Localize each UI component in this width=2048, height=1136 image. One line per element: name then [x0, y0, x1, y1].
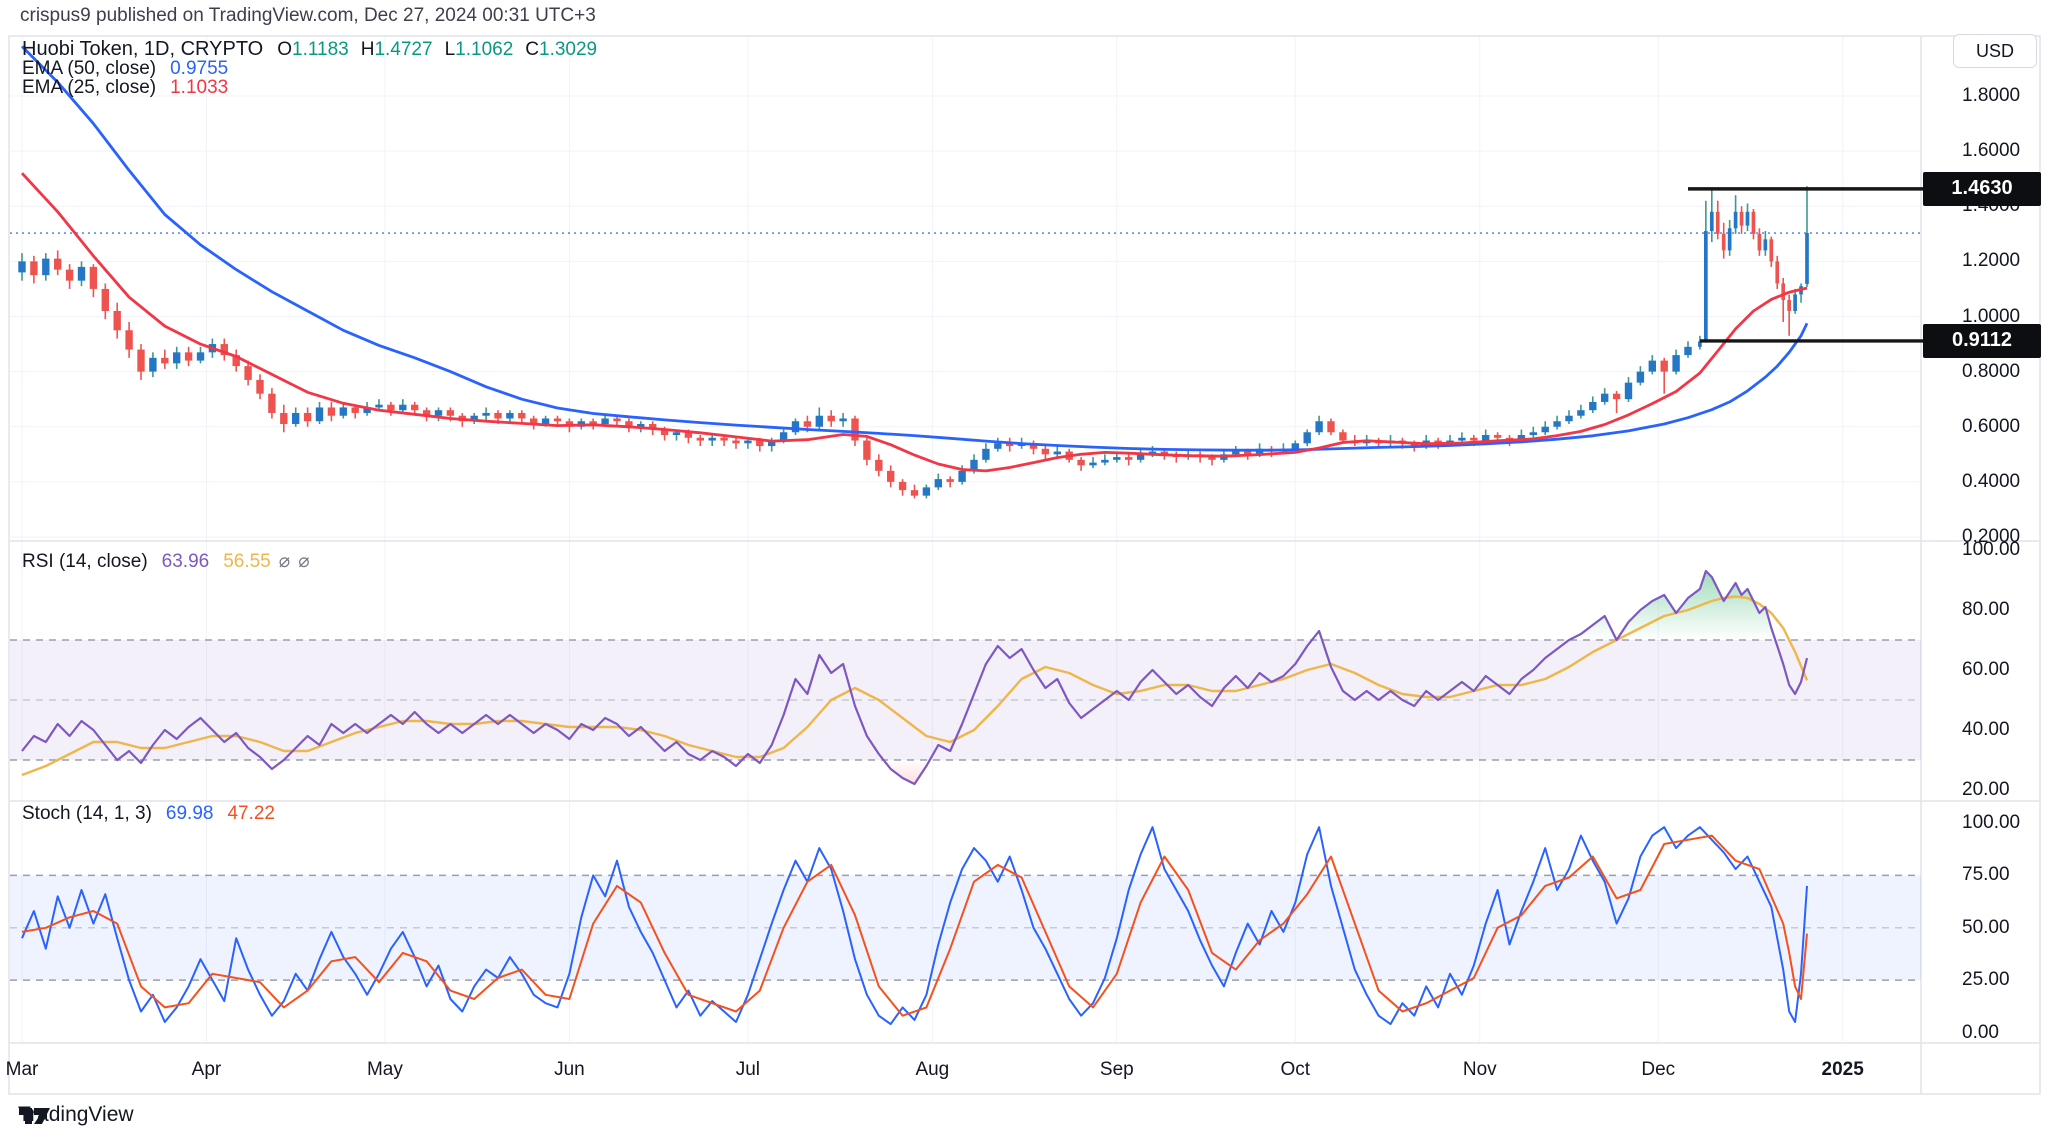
- rsi-axis-label: 80.00: [1962, 599, 2010, 620]
- stoch-k-value: 69.98: [165, 803, 214, 824]
- close-value: C1.3029: [525, 38, 598, 60]
- ema50-value: 0.9755: [170, 58, 229, 79]
- ohlc-values: O1.1183 H1.4727 L1.1062 C1.3029: [277, 39, 597, 61]
- time-axis-label: Jun: [554, 1059, 585, 1080]
- rsi-axis-label: 40.00: [1962, 719, 2010, 740]
- time-axis-label: 2025: [1821, 1059, 1864, 1080]
- time-axis-label: Oct: [1280, 1059, 1311, 1080]
- rsi-upper-band-icon: ⌀: [278, 551, 291, 572]
- stoch-axis-label: 100.00: [1962, 812, 2021, 833]
- rsi-axis-label: 20.00: [1962, 779, 2010, 800]
- price-axis-label: 0.6000: [1962, 415, 2021, 437]
- time-axis-label: Sep: [1099, 1059, 1134, 1080]
- ema50-legend-row[interactable]: EMA (50, close) 0.9755: [22, 58, 228, 80]
- rsi-legend-row[interactable]: RSI (14, close) 63.96 56.55 ⌀ ⌀: [22, 550, 310, 573]
- ema50-label[interactable]: EMA (50, close): [22, 58, 157, 79]
- ema25-label[interactable]: EMA (25, close): [22, 77, 157, 98]
- rsi-label[interactable]: RSI (14, close): [22, 550, 148, 572]
- rsi-value: 63.96: [161, 550, 210, 572]
- low-value: L1.1062: [444, 38, 514, 60]
- time-axis-label: Mar: [5, 1059, 39, 1080]
- price-axis-label: 1.6000: [1962, 140, 2021, 162]
- price-axis-label: 1.2000: [1962, 250, 2021, 272]
- stoch-legend-row[interactable]: Stoch (14, 1, 3) 69.98 47.22: [22, 803, 275, 825]
- ema25-value: 1.1033: [170, 77, 229, 98]
- tradingview-logo-icon: [19, 1108, 50, 1124]
- price-axis-label: 1.8000: [1962, 85, 2021, 106]
- rsi-ma-value: 56.55: [223, 550, 271, 572]
- time-axis-label: Jul: [735, 1059, 761, 1080]
- currency-toggle-button[interactable]: USD: [1953, 34, 2037, 68]
- resistance-price-tag: 1.4630: [1923, 171, 2041, 206]
- symbol-title[interactable]: Huobi Token, 1D, CRYPTO: [22, 38, 264, 60]
- time-axis-label: May: [366, 1059, 403, 1080]
- open-value: O1.1183: [277, 38, 349, 60]
- time-axis-label: Dec: [1641, 1059, 1676, 1080]
- publish-info: crispus9 published on TradingView.com, D…: [20, 5, 596, 26]
- stoch-label[interactable]: Stoch (14, 1, 3): [22, 803, 152, 824]
- high-value: H1.4727: [360, 38, 433, 60]
- stoch-axis-label: 25.00: [1962, 969, 2010, 991]
- price-axis-label: 0.2000: [1962, 526, 2021, 547]
- price-axis-label: 0.8000: [1962, 360, 2021, 382]
- symbol-legend-row[interactable]: Huobi Token, 1D, CRYPTO O1.1183 H1.4727 …: [22, 38, 597, 61]
- stoch-d-value: 47.22: [227, 803, 275, 824]
- tradingview-logo[interactable]: TradingView: [18, 1103, 134, 1127]
- time-axis-label: Apr: [191, 1059, 222, 1080]
- rsi-lower-band-icon: ⌀: [298, 551, 310, 572]
- stoch-axis-label: 75.00: [1962, 864, 2010, 886]
- support-price-tag: 0.9112: [1923, 323, 2041, 358]
- stoch-axis-label: 50.00: [1962, 916, 2010, 938]
- ema25-legend-row[interactable]: EMA (25, close) 1.1033: [22, 77, 228, 99]
- time-axis-label: Nov: [1462, 1059, 1497, 1080]
- stoch-axis-label: 0.00: [1962, 1021, 1999, 1043]
- rsi-axis-label: 60.00: [1962, 659, 2010, 680]
- rsi-axis-label: 100.00: [1962, 539, 2021, 560]
- time-axis-label: Aug: [915, 1059, 950, 1080]
- price-axis-label: 0.4000: [1962, 470, 2021, 492]
- price-axis-label: 1.0000: [1962, 305, 2021, 327]
